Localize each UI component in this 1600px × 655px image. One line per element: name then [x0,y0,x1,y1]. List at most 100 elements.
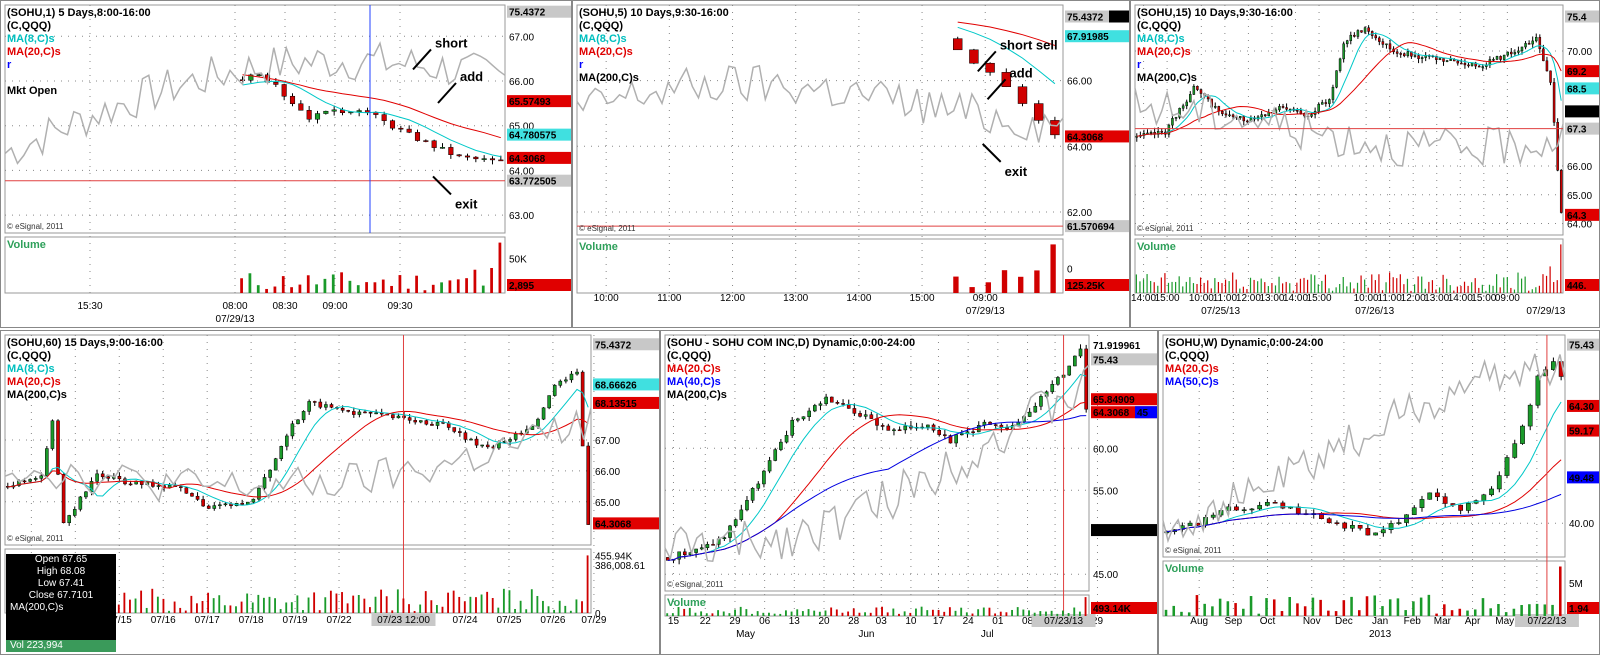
volume-bar [1033,612,1036,616]
x-tick-label: 07/26 [540,615,565,626]
x-tick-label: 14:00 [1131,293,1156,304]
candle-body [273,81,279,85]
candle-body [1067,365,1072,376]
candle-body [179,486,183,488]
candle-body [218,504,222,507]
moving-average-line [957,21,1056,46]
candle-body [201,499,205,507]
candle-body [762,470,766,485]
candle-body [424,420,429,425]
candle-body [22,480,27,483]
candle-body [368,411,373,414]
volume-bar [564,605,567,613]
x-tick-label: Aug [1190,616,1208,627]
volume-bar [248,273,252,293]
x-tick-label: 10:00 [1354,293,1379,304]
candle-body [733,519,738,527]
legend-entry: (SOHU,15) 10 Days,9:30-16:00 [1137,7,1293,19]
candle-body [128,483,133,486]
volume-bar [818,611,821,616]
candle-body [1495,56,1499,60]
volume-bar [1499,287,1501,293]
volume-bar [315,284,318,293]
volume-bar [329,590,332,613]
p6-svg: 40.00AugSepOctNovDecJanFebMarAprMayJun07… [1162,334,1599,640]
volume-bar [1274,285,1277,293]
candle-body [813,405,817,412]
volume-bar [218,595,221,613]
volume-bar [1249,277,1252,293]
x-tick-label: 12:00 [720,293,745,304]
volume-bar [1239,288,1241,293]
price-label: 75.4372 [595,340,632,351]
volume-bar [1296,603,1299,616]
price-label: 68.66626 [595,380,637,391]
volume-bar [251,602,254,613]
legend-entry: MA(20,C)s [7,46,61,58]
candle-body [547,395,551,409]
month-label: Jun [858,629,874,640]
volume-frame [1134,238,1564,294]
candle-body [1381,41,1385,45]
volume-bar [424,591,427,613]
volume-bar [937,609,940,616]
candle-body [1481,494,1487,501]
candle-body [1278,106,1281,111]
volume-bar [440,282,443,293]
volume-bar [1311,597,1315,616]
candle-body [84,491,88,498]
candle-body [1221,111,1224,115]
volume-bar [363,598,366,613]
y-tick-label: 66.00 [509,77,534,88]
main-frame [4,4,506,234]
candle-body [1467,64,1470,67]
comparison-line [1162,353,1566,544]
volume-bar [1319,599,1322,616]
price-label-bg [1565,208,1599,221]
volume-bar [581,601,583,613]
main-frame [664,334,1090,592]
volume-bar [1538,285,1541,293]
legend-entry: MA(40,C)s [667,376,721,388]
volume-bar [1285,281,1287,293]
x-tick-label: 10 [905,616,917,627]
volume-bar [1356,282,1359,293]
volume-bar [448,280,452,293]
cursor-label-bg [1031,614,1096,627]
volume-bar [1473,609,1477,616]
candle-body [1492,59,1495,61]
volume-bar [1396,278,1398,293]
candle-body [418,420,423,423]
volume-bar [1349,282,1351,293]
price-label-bg [593,396,659,409]
volume-bar [1067,613,1070,616]
candle-body [897,429,902,432]
volume-bar [257,594,260,613]
volume-bar [373,282,377,293]
volume-bar [1324,274,1327,293]
candle-body [835,402,840,404]
candle-body [352,411,356,415]
candle-body [993,424,998,426]
volume-bar [1226,601,1230,616]
candle-body [1460,62,1463,65]
price-label: 89 [1111,13,1123,24]
chart-panel-daily: 60.00 55.00 45.00 15 22 29 06 13 20 28 03 10 17 24 01 0… [660,330,1158,655]
x-tick-label: 12:00 [1236,293,1261,304]
candle-body [863,414,868,417]
volume-bar [341,592,343,613]
volume-bar [852,608,855,616]
moving-average-line [242,80,501,158]
candle-body [1356,30,1360,37]
chart-panel-5m: 66.00 64.00 62.00 10:00 11:00 12:00 13:00 14:00… [572,0,1130,328]
y-tick-label: 66.00 [1067,77,1092,88]
volume-bar [1492,285,1494,293]
price-label-bg [1565,10,1599,23]
candle-body [886,425,891,431]
volume-bar [1327,610,1330,616]
candle-body [1458,504,1464,511]
volume-bar [1289,283,1291,293]
volume-bar [201,601,204,613]
volume-bar [1172,605,1176,616]
volume-label: Volume [7,239,46,251]
